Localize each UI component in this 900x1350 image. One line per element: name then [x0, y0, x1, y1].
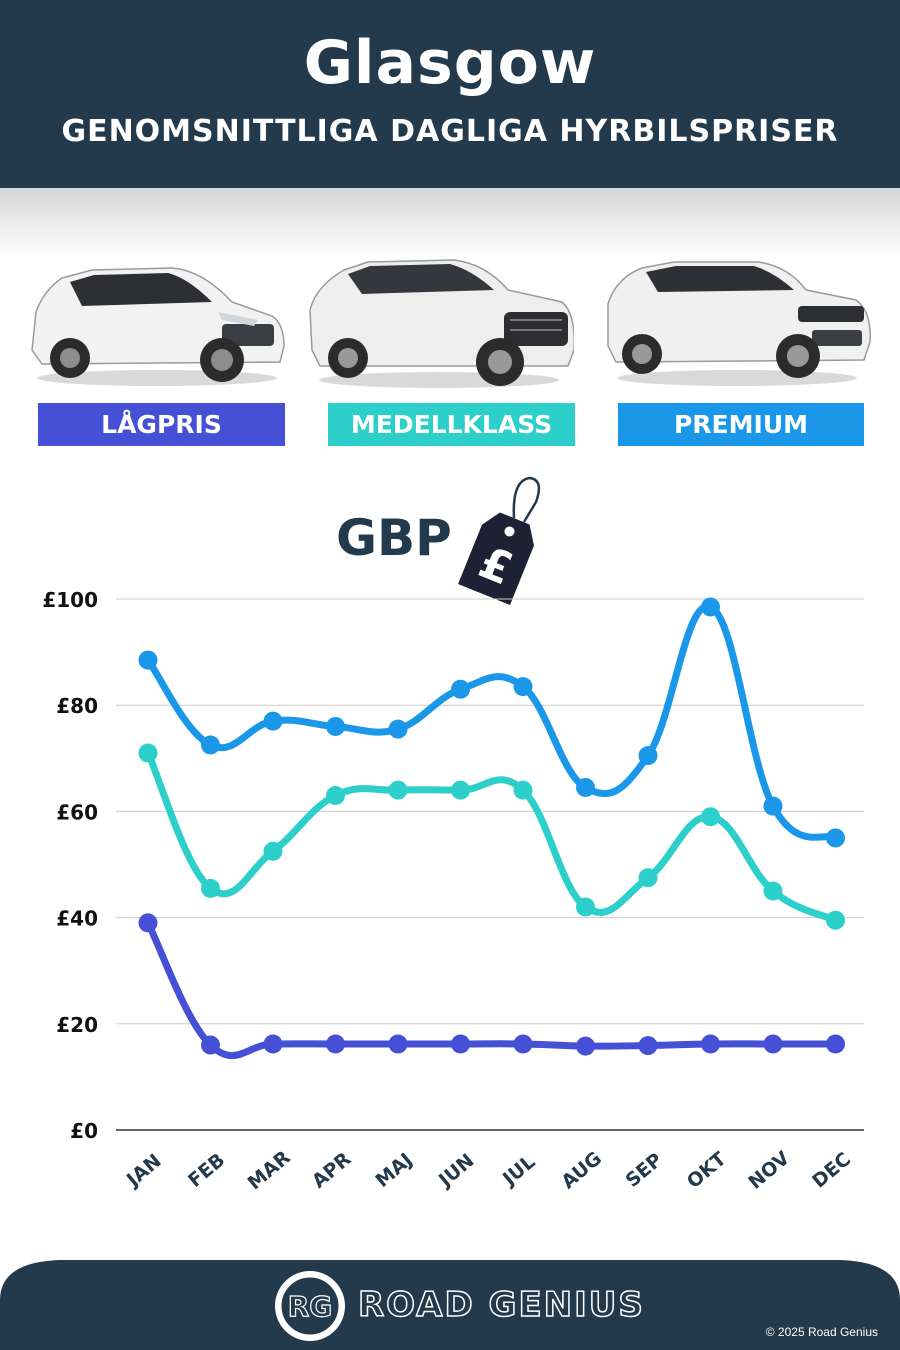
copyright-text: © 2025 Road Genius — [765, 1325, 878, 1339]
legend-premium-label: PREMIUM — [618, 403, 864, 446]
x-tick-label: JAN — [121, 1150, 166, 1192]
page-title: Glasgow — [303, 28, 597, 98]
legend-budget-label: LÅGPRIS — [38, 403, 285, 446]
data-point-premium — [388, 719, 408, 739]
data-point-medellklass — [638, 868, 658, 888]
x-tick-label: FEB — [184, 1149, 229, 1192]
data-point-medellklass — [201, 878, 220, 898]
data-point-premium — [138, 650, 158, 670]
premium-suv-car-image — [607, 261, 871, 386]
series-line-premium — [144, 603, 839, 842]
y-tick-label: £0 — [70, 1119, 98, 1143]
y-tick-label: £80 — [56, 694, 98, 718]
legend-midsize-label: MEDELLKLASS — [328, 403, 575, 446]
data-point-medellklass — [701, 807, 720, 827]
data-point-medellklass — [826, 910, 845, 930]
data-point-premium — [201, 735, 220, 755]
y-tick-label: £100 — [42, 588, 98, 612]
data-point-medellklass — [576, 897, 595, 917]
y-tick-label: £60 — [56, 800, 98, 824]
header: Glasgow GENOMSNITTLIGA DAGLIGA HYRBILSPR… — [0, 0, 900, 188]
series-line-lgpris — [144, 919, 839, 1060]
line-chart: £0 £20 £40 £60 £80 £100 JAN FEB MAR APR MAJ JUN JUL A… — [42, 588, 864, 1194]
data-point-premium — [826, 828, 845, 848]
x-tick-label: JUN — [433, 1150, 478, 1193]
data-point-lgpris — [701, 1034, 720, 1054]
data-point-premium — [763, 796, 783, 816]
data-point-premium — [451, 679, 470, 699]
x-tick-label: AUG — [557, 1147, 606, 1193]
header-shadow — [0, 188, 900, 258]
data-point-lgpris — [763, 1034, 783, 1054]
y-tick-label: £20 — [56, 1013, 98, 1037]
data-point-lgpris — [638, 1036, 658, 1056]
data-point-medellklass — [138, 743, 158, 763]
data-point-lgpris — [513, 1034, 533, 1054]
currency-label: GBP — [336, 509, 452, 567]
logo-badge-text: RG — [288, 1290, 333, 1323]
data-point-medellklass — [513, 780, 533, 800]
data-point-medellklass — [763, 881, 783, 901]
hatchback-car-image — [31, 267, 285, 386]
x-tick-label: OKT — [683, 1148, 731, 1193]
x-tick-label: DEC — [808, 1148, 855, 1192]
data-point-premium — [326, 716, 345, 736]
brand-name: ROAD GENIUS — [357, 1284, 645, 1326]
data-point-premium — [576, 778, 595, 798]
data-point-lgpris — [201, 1035, 220, 1055]
data-point-lgpris — [326, 1034, 345, 1054]
x-tick-label: NOV — [744, 1147, 794, 1194]
page-subtitle: GENOMSNITTLIGA DAGLIGA HYRBILSPRISER — [61, 114, 839, 149]
data-point-medellklass — [263, 841, 283, 861]
x-tick-label: APR — [308, 1148, 356, 1193]
data-point-premium — [701, 597, 720, 617]
data-point-lgpris — [138, 913, 158, 933]
data-point-premium — [513, 677, 533, 697]
data-point-medellklass — [326, 785, 345, 805]
price-tag-icon: £ — [458, 476, 541, 605]
data-point-premium — [638, 746, 658, 766]
data-point-lgpris — [388, 1034, 408, 1054]
x-tick-label: MAJ — [371, 1149, 416, 1192]
data-point-medellklass — [451, 780, 470, 800]
data-point-lgpris — [576, 1036, 595, 1056]
road-genius-logo-icon: RG — [275, 1271, 345, 1341]
suv-car-image — [309, 259, 574, 388]
x-tick-label: MAR — [244, 1146, 295, 1194]
data-point-medellklass — [388, 780, 408, 800]
y-tick-label: £40 — [56, 907, 98, 931]
data-point-premium — [263, 711, 283, 731]
x-tick-label: JUL — [497, 1151, 539, 1191]
footer-bar — [0, 1260, 900, 1350]
x-tick-label: SEP — [622, 1149, 667, 1192]
data-point-lgpris — [451, 1034, 470, 1054]
series-line-medellklass — [144, 749, 839, 924]
data-point-lgpris — [263, 1034, 283, 1054]
data-point-lgpris — [826, 1034, 845, 1054]
